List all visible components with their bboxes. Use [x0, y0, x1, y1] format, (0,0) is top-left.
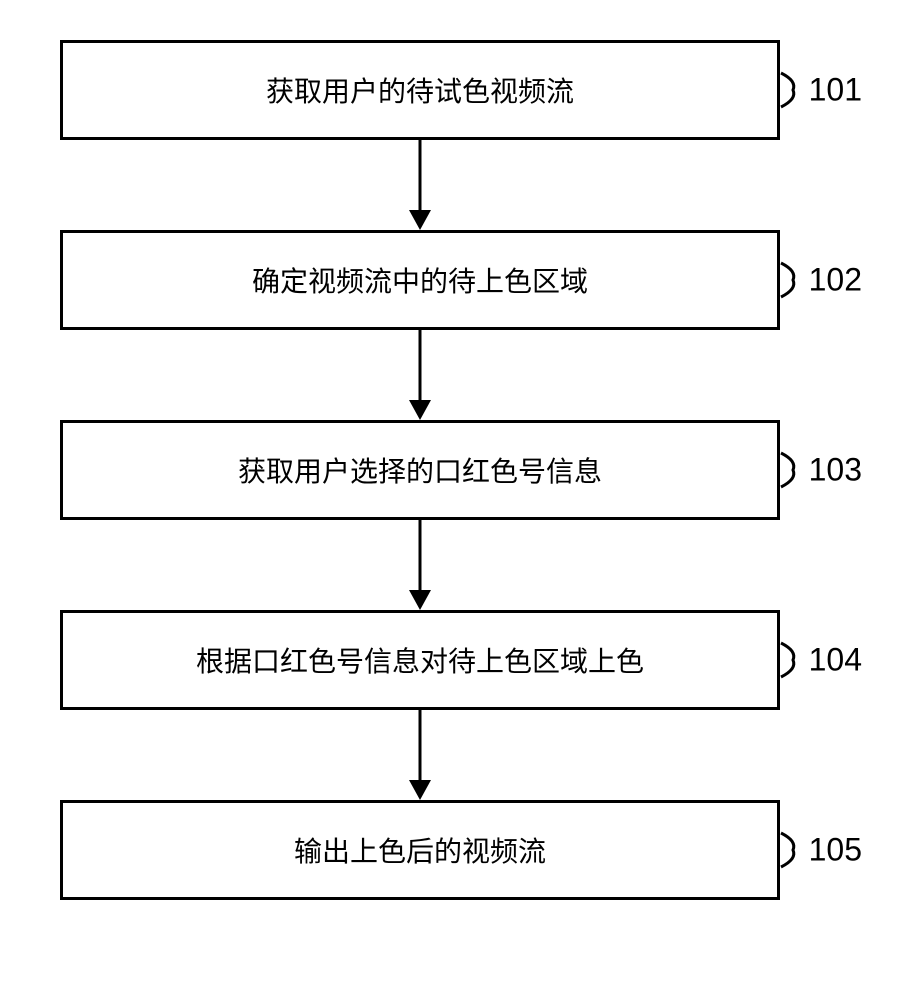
label-curve-icon	[779, 261, 807, 299]
step-label: 101	[809, 72, 862, 109]
arrow-line	[419, 330, 422, 405]
arrow-connector	[60, 520, 780, 610]
arrow-connector	[60, 330, 780, 420]
arrow-line	[419, 710, 422, 785]
arrow-head-icon	[409, 400, 431, 420]
arrow-connector	[60, 140, 780, 230]
step-box-3: 获取用户选择的口红色号信息 103	[60, 420, 780, 520]
label-curve-icon	[779, 831, 807, 869]
arrow-line	[419, 140, 422, 215]
step-text: 根据口红色号信息对待上色区域上色	[196, 640, 644, 680]
arrow-head-icon	[409, 210, 431, 230]
step-box-5: 输出上色后的视频流 105	[60, 800, 780, 900]
step-box-4: 根据口红色号信息对待上色区域上色 104	[60, 610, 780, 710]
arrow-line	[419, 520, 422, 595]
step-box-2: 确定视频流中的待上色区域 102	[60, 230, 780, 330]
label-curve-icon	[779, 641, 807, 679]
step-label: 103	[809, 452, 862, 489]
step-text: 输出上色后的视频流	[294, 830, 546, 870]
step-text: 确定视频流中的待上色区域	[252, 260, 588, 300]
step-label: 102	[809, 262, 862, 299]
flowchart-container: 获取用户的待试色视频流 101 确定视频流中的待上色区域 102 获取用户选择的…	[60, 40, 860, 900]
step-label: 104	[809, 642, 862, 679]
arrow-head-icon	[409, 780, 431, 800]
arrow-head-icon	[409, 590, 431, 610]
label-curve-icon	[779, 71, 807, 109]
step-text: 获取用户的待试色视频流	[266, 70, 574, 110]
step-text: 获取用户选择的口红色号信息	[238, 450, 602, 490]
arrow-connector	[60, 710, 780, 800]
step-box-1: 获取用户的待试色视频流 101	[60, 40, 780, 140]
label-curve-icon	[779, 451, 807, 489]
step-label: 105	[809, 832, 862, 869]
